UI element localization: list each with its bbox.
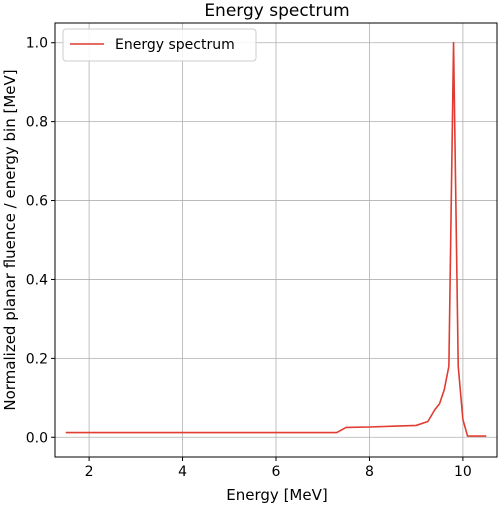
chart-title: Energy spectrum bbox=[204, 1, 349, 21]
series-line-energy-spectrum bbox=[65, 41, 487, 437]
legend-box bbox=[62, 28, 257, 62]
x-tick-label: 2 bbox=[85, 464, 94, 480]
legend-label-energy-spectrum: Energy spectrum bbox=[115, 37, 235, 53]
x-tick-label: 4 bbox=[178, 464, 187, 480]
plot-area-frame bbox=[54, 22, 498, 458]
y-tick-label: 0.6 bbox=[26, 194, 48, 210]
legend: Energy spectrum bbox=[62, 28, 257, 62]
y-axis-label: Normalized planar fluence / energy bin [… bbox=[1, 69, 19, 410]
axis-ticks: 2 4 6 8 10 0.0 0.2 0.4 0.6 0.8 1.0 bbox=[26, 36, 472, 480]
y-tick-label: 0.4 bbox=[26, 272, 48, 288]
y-tick-label: 0.8 bbox=[26, 115, 48, 131]
x-axis-label: Energy [MeV] bbox=[226, 486, 327, 504]
x-tick-label: 10 bbox=[454, 464, 472, 480]
x-tick-label: 8 bbox=[365, 464, 374, 480]
x-tick-label: 6 bbox=[272, 464, 281, 480]
y-tick-label: 0.2 bbox=[26, 351, 48, 367]
series-layer bbox=[65, 41, 487, 437]
y-tick-label: 0.0 bbox=[26, 430, 48, 446]
y-tick-label: 1.0 bbox=[26, 36, 48, 52]
grid-lines bbox=[55, 23, 497, 457]
